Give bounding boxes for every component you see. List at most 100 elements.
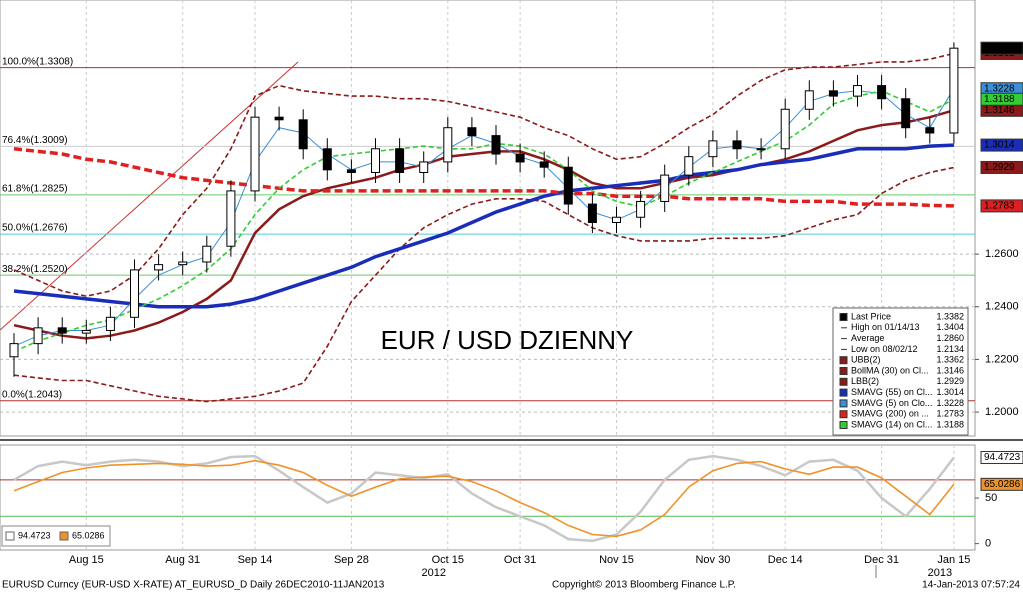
candle-body	[780, 108, 790, 150]
value-box-label: 1.3382	[984, 43, 1015, 54]
candle-body	[491, 135, 501, 155]
legend-swatch	[839, 399, 848, 408]
value-box-label: 65.0286	[984, 479, 1021, 490]
y-tick-label: 1.2200	[985, 353, 1019, 365]
osc-legend	[1, 525, 111, 547]
year-label: 2012	[422, 567, 446, 579]
candle-body	[708, 140, 718, 158]
value-box-label: 1.3146	[984, 105, 1015, 116]
candle-body	[9, 343, 19, 358]
x-tick-label: Oct 15	[432, 554, 464, 566]
candle-body	[636, 200, 646, 218]
series-line	[13, 52, 955, 298]
x-tick-label: Aug 15	[69, 554, 104, 566]
value-box-label: 1.2929	[984, 162, 1015, 173]
candle-body	[612, 216, 621, 224]
candle-body	[828, 90, 838, 97]
value-box-label: 94.4723	[984, 452, 1021, 463]
x-tick-label: Aug 31	[165, 554, 200, 566]
trend-line	[0, 61, 299, 331]
candle-body	[660, 174, 670, 202]
legend-label: Last Price	[851, 311, 891, 321]
legend-label: BollMA (30) on Cl...	[851, 365, 929, 375]
y-tick-label: 1.2400	[985, 301, 1019, 313]
candle-body	[250, 116, 260, 192]
candle-body	[419, 161, 429, 173]
series-line	[13, 89, 955, 353]
value-box	[980, 138, 1023, 152]
legend-value: 1.3188	[936, 419, 964, 429]
legend-label: SMAVG (5) on Clo...	[851, 398, 932, 408]
year-label: 2013	[928, 567, 952, 579]
legend-value: 1.3146	[936, 365, 964, 375]
series-line	[13, 166, 955, 403]
legend-value: 1.3228	[936, 398, 964, 408]
fib-label: 38.2%(1.2520)	[2, 264, 68, 275]
y-tick-label: 1.2600	[985, 248, 1019, 260]
legend-swatch	[839, 388, 848, 397]
legend-value: 1.3404	[936, 322, 964, 332]
value-box	[980, 477, 1023, 491]
candle-body	[226, 190, 236, 247]
legend-label: SMAVG (55) on Cl...	[851, 387, 932, 397]
candle-body	[371, 148, 380, 173]
legend-label: SMAVG (200) on ...	[851, 409, 929, 419]
y-tick-label: 50	[985, 492, 997, 504]
value-box-label: 1.2783	[984, 201, 1015, 212]
main-panel	[0, 0, 976, 437]
value-box	[980, 451, 1023, 465]
legend-value: 65.0286	[72, 530, 105, 540]
footer-left: EURUSD Curncy (EUR-USD X-RATE) AT_EURUSD…	[2, 580, 385, 591]
candle-body	[346, 169, 356, 173]
value-box	[980, 41, 1023, 55]
value-box	[980, 199, 1023, 213]
x-tick-label: Dec 14	[768, 554, 803, 566]
layer: 1.2000 1.2200 1.2400 1.2600 0 50 Aug 15 Aug 31 S…	[0, 0, 1023, 579]
candle-body	[33, 327, 43, 345]
series-line	[13, 147, 954, 208]
x-tick-label: Nov 15	[599, 554, 634, 566]
value-box-label: 1.3014	[984, 140, 1015, 151]
legend-label: LBB(2)	[851, 376, 879, 386]
candle-body	[901, 98, 911, 129]
candle-body	[322, 148, 332, 171]
candle-body	[756, 148, 766, 151]
candle-body	[178, 261, 188, 266]
y-tick-label: 0	[985, 538, 991, 550]
candle-body	[587, 203, 597, 224]
candle-body	[443, 127, 453, 163]
fib-label: 76.4%(1.3009)	[2, 135, 68, 146]
fib-label: 100.0%(1.3308)	[2, 56, 73, 67]
candle-body	[563, 166, 573, 205]
legend-label: Average	[851, 333, 884, 343]
candle-body	[925, 127, 935, 134]
x-tick-label: Nov 30	[695, 554, 730, 566]
candle-body	[877, 85, 887, 100]
value-box	[980, 92, 1023, 106]
series-line	[13, 109, 955, 340]
x-tick-label: Sep 28	[334, 554, 369, 566]
legend-swatch	[5, 531, 15, 541]
candle-body	[130, 269, 139, 318]
candle-body	[539, 161, 549, 168]
legend-label: SMAVG (14) on Cl...	[851, 419, 932, 429]
candle-body	[395, 148, 405, 173]
fib-label: 0.0%(1.2043)	[2, 389, 62, 400]
legend-swatch	[839, 421, 848, 429]
legend-value: 1.3014	[936, 387, 964, 397]
legend-value: 1.2134	[936, 344, 964, 354]
candle-body	[81, 329, 91, 334]
legend-value: 1.2783	[936, 409, 964, 419]
legend-value: 1.3362	[936, 355, 964, 365]
legend-label: UBB(2)	[851, 355, 881, 365]
y-tick-label: 1.2000	[985, 406, 1019, 418]
legend-swatch	[839, 367, 848, 375]
candle-body	[202, 245, 212, 263]
legend	[832, 307, 969, 436]
candle-body	[298, 119, 308, 150]
candle-body	[105, 316, 115, 331]
fib-label: 61.8%(1.2825)	[2, 183, 68, 194]
series-line	[13, 88, 955, 347]
footer-right: 14-Jan-2013 07:57:24	[922, 580, 1020, 591]
